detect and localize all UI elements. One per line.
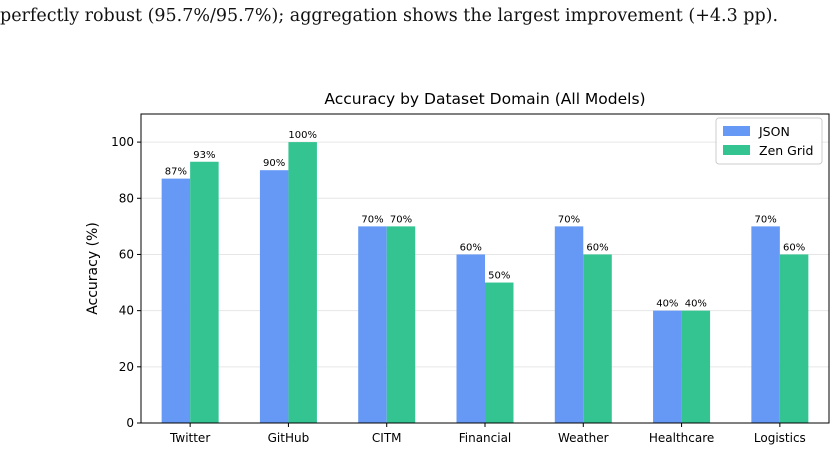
legend-swatch [723, 126, 750, 136]
bar-zen-grid [485, 282, 514, 423]
x-tick-label: Weather [558, 431, 609, 445]
data-label: 100% [288, 130, 317, 141]
data-label: 60% [783, 242, 805, 253]
legend: JSON Zen Grid [715, 117, 823, 165]
bar-labels: 87% 93% 90% 100% 70% 70% 60% 50% 70% 60% 40% 40% 70%… [165, 130, 805, 310]
legend-label: JSON [758, 124, 790, 139]
intro-text: perfectly robust (95.7%/95.7%); aggregat… [0, 6, 779, 26]
chart-title: Accuracy by Dataset Domain (All Models) [324, 90, 645, 108]
y-tick-label: 20 [119, 360, 134, 374]
y-tick-label: 0 [126, 416, 134, 430]
bars [161, 142, 809, 423]
data-label: 70% [390, 214, 412, 225]
bar-zen-grid [583, 254, 612, 423]
x-tick-label: Twitter [169, 431, 210, 445]
data-label: 70% [361, 214, 383, 225]
data-label: 50% [488, 271, 510, 282]
axes: 0 20 40 60 80 100 Twitter GitHub CITM Financial We… [111, 135, 806, 445]
data-label: 60% [460, 242, 482, 253]
bar-json [358, 226, 387, 423]
bar-zen-grid [288, 142, 317, 423]
data-label: 93% [193, 150, 215, 161]
y-tick-label: 40 [119, 304, 134, 318]
bar-zen-grid [386, 226, 416, 423]
bar-zen-grid [779, 254, 809, 423]
data-label: 87% [165, 167, 187, 178]
y-tick-label: 60 [119, 247, 134, 261]
y-tick-label: 80 [119, 191, 134, 205]
y-tick-label: 100 [111, 135, 134, 149]
legend-swatch [723, 145, 750, 155]
bar-json [456, 254, 485, 423]
x-tick-label: GitHub [268, 431, 310, 445]
data-label: 40% [685, 299, 707, 310]
bar-zen-grid [681, 310, 711, 423]
x-tick-label: Financial [459, 431, 512, 445]
x-tick-label: CITM [372, 431, 402, 445]
bar-json [751, 226, 780, 423]
bar-json [161, 178, 191, 423]
bar-json [653, 310, 682, 423]
data-label: 70% [754, 214, 776, 225]
data-label: 70% [558, 214, 580, 225]
bar-json [259, 170, 289, 423]
data-label: 90% [263, 158, 285, 169]
y-axis-title: Accuracy (%) [85, 222, 101, 315]
data-label: 60% [586, 242, 608, 253]
data-label: 40% [656, 299, 678, 310]
bar-json [554, 226, 584, 423]
legend-label: Zen Grid [759, 143, 813, 158]
x-tick-label: Healthcare [649, 431, 714, 445]
x-tick-label: Logistics [754, 431, 806, 445]
bar-zen-grid [190, 161, 219, 423]
